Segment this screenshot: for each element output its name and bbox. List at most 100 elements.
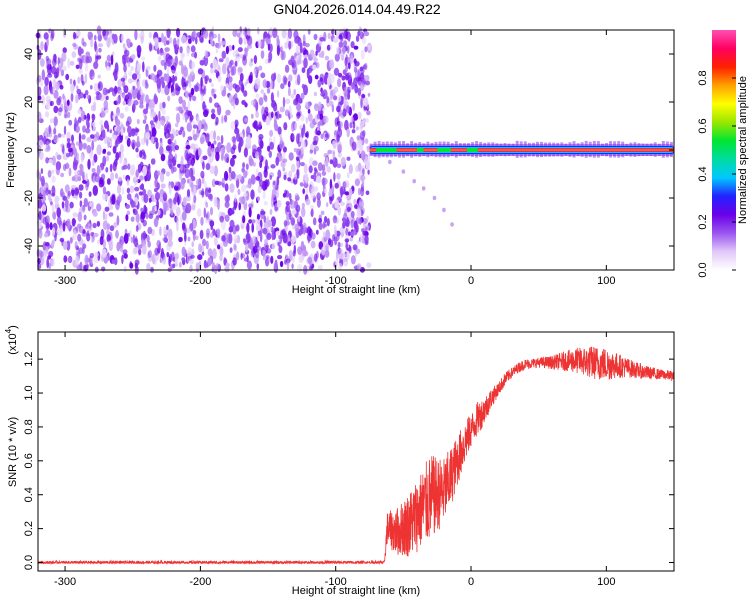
noise-speckle (85, 127, 91, 134)
noise-speckle (246, 27, 251, 36)
noise-speckle (78, 116, 82, 124)
noise-speckle (69, 237, 73, 244)
noise-speckle (177, 106, 183, 112)
noise-speckle (210, 68, 214, 74)
noise-speckle (191, 241, 194, 248)
noise-speckle (223, 170, 229, 181)
noise-speckle (180, 179, 185, 190)
noise-speckle (131, 73, 138, 80)
snr-y-axis-label: SNR (10 * v/v) (7, 417, 19, 487)
noise-speckle (69, 78, 73, 85)
noise-speckle (302, 222, 307, 233)
noise-speckle (77, 176, 82, 182)
noise-speckle (85, 57, 90, 64)
noise-speckle (326, 166, 331, 173)
noise-speckle (361, 180, 365, 185)
noise-speckle (190, 204, 196, 211)
noise-speckle (199, 229, 204, 240)
noise-speckle (89, 202, 92, 207)
noise-speckle (96, 55, 102, 60)
noise-speckle (39, 249, 43, 261)
noise-speckle (229, 247, 233, 253)
noise-speckle (294, 122, 298, 130)
noise-speckle (355, 126, 359, 131)
noise-speckle (191, 95, 197, 102)
noise-speckle (217, 33, 221, 43)
noise-speckle (40, 168, 44, 174)
noise-speckle (143, 193, 149, 204)
noise-speckle (117, 79, 123, 88)
noise-speckle (202, 101, 206, 111)
noise-speckle (288, 249, 293, 260)
noise-speckle (120, 124, 124, 131)
noise-speckle (130, 65, 134, 72)
noise-speckle (150, 136, 155, 144)
noise-speckle (222, 182, 225, 188)
noise-speckle (72, 42, 77, 47)
noise-speckle (281, 29, 287, 39)
noise-speckle (226, 194, 230, 202)
noise-speckle (124, 71, 128, 81)
noise-speckle (130, 236, 134, 244)
noise-speckle (121, 254, 124, 265)
colorbar-tick-label: 0.2 (697, 214, 709, 229)
noise-speckle (221, 89, 226, 97)
x-tick-label: 100 (597, 576, 615, 588)
noise-speckle (156, 199, 160, 210)
noise-speckle (336, 141, 342, 152)
noise-speckle (309, 205, 315, 210)
noise-speckle (55, 151, 59, 158)
noise-speckle (134, 186, 140, 192)
spectrogram-x-ticks: -300 -200 -100 0 100 (54, 30, 616, 287)
noise-speckle (238, 202, 241, 211)
noise-speckle (305, 130, 309, 139)
noise-speckle (74, 170, 80, 176)
noise-speckle (217, 75, 222, 83)
noise-speckle (123, 57, 126, 67)
noise-speckle (85, 172, 88, 182)
noise-speckle (145, 102, 149, 111)
x-tick-label: 0 (468, 275, 474, 287)
drift-point (388, 159, 392, 165)
noise-speckle (61, 201, 65, 209)
noise-speckle (234, 194, 237, 203)
noise-speckle (331, 104, 335, 113)
noise-speckle (203, 261, 208, 269)
noise-speckle (121, 187, 125, 195)
noise-speckle (73, 174, 80, 183)
noise-speckle (351, 129, 356, 134)
noise-speckle (130, 216, 135, 222)
noise-speckle (200, 170, 205, 179)
noise-speckle (239, 136, 243, 148)
noise-speckle (140, 56, 146, 61)
noise-speckle (139, 104, 144, 109)
noise-speckle (124, 106, 129, 112)
noise-speckle (99, 235, 104, 246)
noise-speckle (258, 65, 263, 71)
noise-speckle (185, 227, 191, 234)
noise-speckle (212, 248, 217, 260)
noise-speckle (356, 208, 362, 219)
noise-speckle (104, 213, 108, 221)
noise-speckle (108, 212, 114, 217)
noise-speckle (184, 207, 189, 214)
noise-speckle (109, 163, 113, 173)
noise-speckle (336, 105, 341, 113)
noise-speckle (232, 44, 235, 51)
noise-speckle (364, 46, 368, 53)
noise-speckle (96, 165, 101, 176)
noise-speckle (104, 109, 109, 114)
noise-speckle (213, 130, 217, 141)
noise-speckle (90, 37, 94, 48)
noise-speckle (219, 40, 226, 46)
noise-speckle (243, 90, 248, 97)
noise-speckle (182, 99, 186, 109)
noise-speckle (92, 222, 97, 229)
x-tick-label: 0 (468, 576, 474, 588)
noise-speckle (276, 199, 282, 208)
noise-speckle (282, 146, 287, 153)
noise-speckle (267, 58, 271, 64)
noise-speckle (274, 206, 279, 211)
noise-speckle (123, 233, 129, 244)
